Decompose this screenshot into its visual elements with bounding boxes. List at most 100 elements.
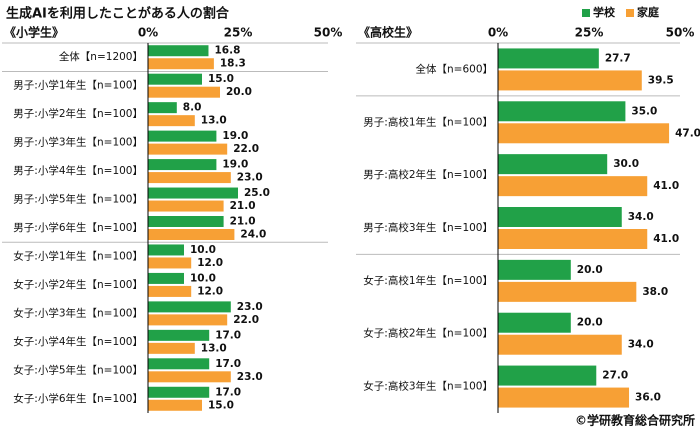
value-label: 15.0: [208, 399, 234, 411]
value-label: 13.0: [201, 342, 227, 354]
value-label: 23.0: [237, 301, 263, 313]
value-label: 19.0: [222, 159, 248, 171]
y-tick-label: 男子:小学5年生【n=100】: [13, 193, 143, 206]
value-label: 23.0: [237, 371, 263, 383]
y-tick-label: 男子:高校2年生【n=100】: [363, 168, 493, 181]
value-label: 24.0: [240, 229, 266, 241]
bar: [498, 387, 630, 408]
value-label: 13.0: [201, 115, 227, 127]
y-tick-label: 男子:小学4年生【n=100】: [13, 164, 143, 177]
value-label: 10.0: [190, 272, 216, 284]
bar: [148, 73, 202, 85]
x-tick-label: 0%: [138, 26, 158, 40]
bar: [148, 272, 184, 284]
value-label: 34.0: [628, 211, 654, 223]
bar: [148, 102, 177, 114]
bar: [148, 301, 231, 313]
value-label: 41.0: [653, 180, 679, 192]
y-tick-label: 全体【n=1200】: [59, 50, 143, 63]
bar: [148, 244, 184, 256]
y-tick-label: 女子:小学3年生【n=100】: [13, 306, 143, 319]
value-label: 23.0: [237, 172, 263, 184]
bar: [148, 200, 224, 212]
value-label: 17.0: [215, 329, 241, 341]
y-tick-label: 男子:小学2年生【n=100】: [13, 107, 143, 120]
bar: [498, 312, 571, 333]
value-label: 47.0: [675, 127, 700, 139]
bar: [148, 159, 217, 171]
subtitle: 《高校生》: [358, 25, 418, 40]
bar: [148, 143, 228, 155]
value-label: 12.0: [197, 257, 223, 269]
value-label: 27.7: [605, 52, 631, 64]
value-label: 16.8: [214, 45, 240, 57]
bar: [498, 154, 608, 175]
value-label: 36.0: [635, 392, 661, 404]
value-label: 15.0: [208, 73, 234, 85]
value-label: 17.0: [215, 386, 241, 398]
x-tick-label: 0%: [488, 26, 508, 40]
bar: [148, 399, 202, 411]
bar: [498, 281, 637, 302]
value-label: 41.0: [653, 233, 679, 245]
value-label: 21.0: [230, 200, 256, 212]
bar: [498, 176, 648, 197]
bar: [148, 187, 238, 199]
value-label: 8.0: [183, 102, 202, 114]
y-tick-label: 男子:小学1年生【n=100】: [13, 79, 143, 92]
y-tick-label: 男子:高校3年生【n=100】: [363, 221, 493, 234]
value-label: 10.0: [190, 244, 216, 256]
value-label: 27.0: [602, 370, 628, 382]
y-tick-label: 男子:高校1年生【n=100】: [363, 115, 493, 128]
y-tick-label: 男子:小学3年生【n=100】: [13, 136, 143, 149]
bar: [148, 58, 214, 70]
bar: [498, 365, 597, 386]
bar: [148, 371, 231, 383]
value-label: 22.0: [233, 143, 259, 155]
bar: [148, 342, 195, 354]
y-tick-label: 女子:高校2年生【n=100】: [363, 327, 493, 340]
bar: [148, 229, 235, 240]
legend-label: 家庭: [637, 5, 659, 19]
chart-title: 生成AIを利用したことがある人の割合: [6, 6, 230, 22]
value-label: 17.0: [215, 358, 241, 370]
bar: [498, 48, 599, 69]
bar: [498, 70, 642, 91]
bar: [148, 45, 209, 57]
bar: [498, 334, 622, 355]
bar: [148, 314, 228, 326]
value-label: 18.3: [220, 58, 246, 70]
value-label: 30.0: [613, 158, 639, 170]
value-label: 20.0: [226, 86, 252, 98]
bar: [148, 130, 217, 142]
x-tick-label: 25%: [575, 26, 604, 40]
value-label: 19.0: [222, 130, 248, 142]
legend-label: 学校: [593, 5, 616, 19]
y-tick-label: 女子:小学5年生【n=100】: [13, 363, 143, 376]
bar: [498, 123, 670, 144]
y-tick-label: 男子:小学6年生【n=100】: [13, 221, 143, 234]
value-label: 20.0: [577, 317, 603, 329]
y-tick-label: 女子:高校3年生【n=100】: [363, 380, 493, 393]
y-tick-label: 女子:小学6年生【n=100】: [13, 392, 143, 405]
bar: [498, 101, 626, 122]
value-label: 20.0: [577, 264, 603, 276]
value-label: 12.0: [197, 285, 223, 297]
bar: [498, 259, 571, 280]
source: ©学研教育総合研究所: [575, 413, 695, 428]
bar: [148, 115, 195, 127]
bar: [148, 358, 210, 370]
x-tick-label: 50%: [314, 26, 343, 40]
subtitle: 《小学生》: [4, 25, 64, 40]
bar: [498, 229, 648, 249]
bar: [148, 216, 224, 227]
bar: [148, 329, 210, 341]
legend-swatch: [582, 9, 590, 17]
bar: [148, 257, 192, 269]
value-label: 35.0: [631, 105, 657, 117]
x-tick-label: 25%: [224, 26, 253, 40]
bar: [148, 285, 192, 297]
value-label: 25.0: [244, 187, 270, 199]
y-tick-label: 女子:高校1年生【n=100】: [363, 274, 493, 287]
